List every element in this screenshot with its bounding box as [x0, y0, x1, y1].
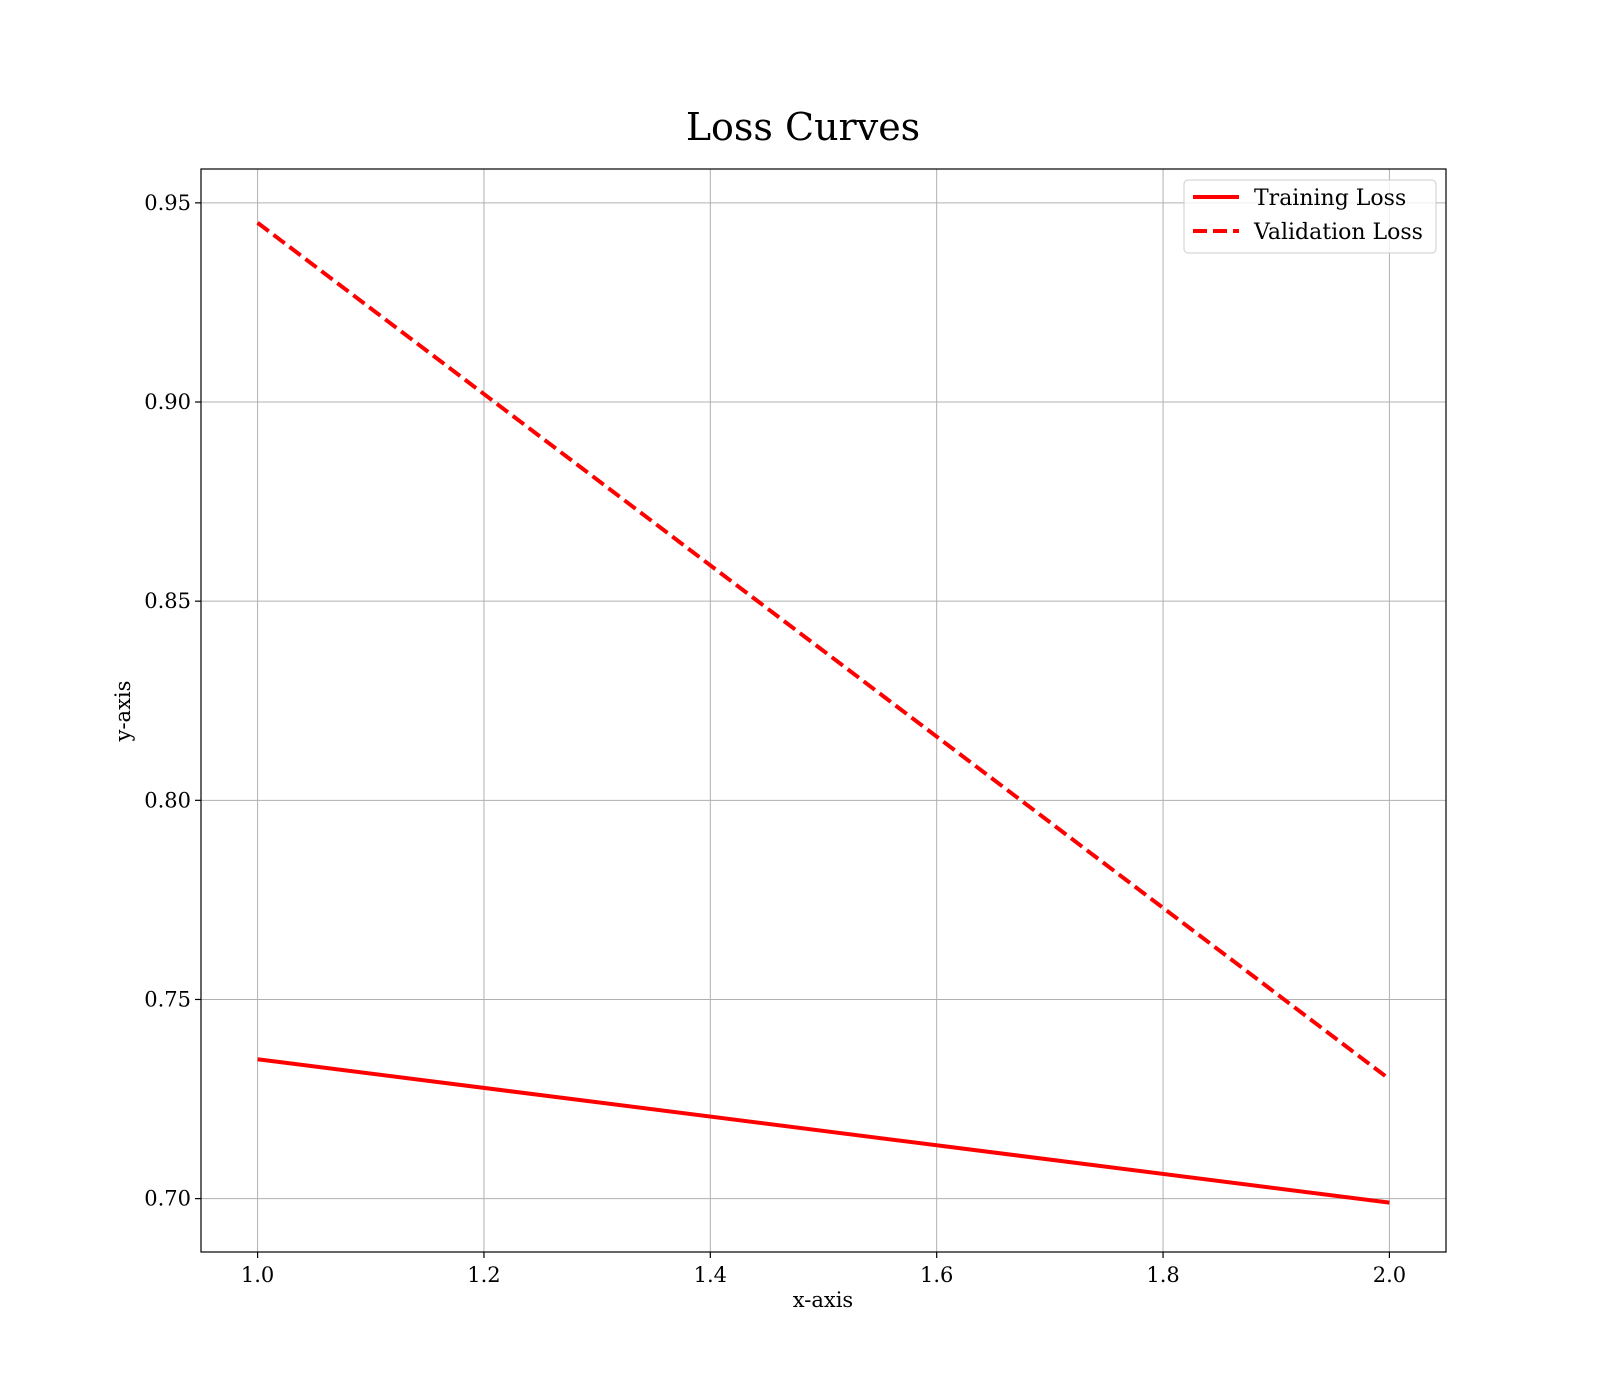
- series-line-training-loss: [257, 1057, 1390, 1205]
- y-tick-label: 0.80: [144, 788, 191, 812]
- legend-box: [1183, 179, 1437, 254]
- y-tick-label: 0.70: [144, 1187, 191, 1211]
- plot-series: [256, 221, 1391, 1205]
- x-tick-label: 2.0: [1373, 1263, 1406, 1287]
- y-axis-label: y-axis: [111, 681, 135, 743]
- plot-frame: [200, 168, 1447, 1253]
- y-tick-label: 0.85: [144, 589, 191, 613]
- x-axis-label: x-axis: [793, 1288, 853, 1312]
- legend-label-validation-loss: Validation Loss: [1253, 220, 1423, 245]
- series-line-validation-loss: [256, 221, 1391, 1081]
- x-tick-label: 1.0: [241, 1263, 274, 1287]
- y-tick-label: 0.95: [144, 191, 191, 215]
- legend-label-training-loss: Training Loss: [1254, 186, 1406, 211]
- legend: Training Loss Validation Loss: [1183, 179, 1437, 254]
- axis-ticks: 1.0 1.2 1.4 1.6 1.8 2.0 0.70 0.75 0.80 0.85 0.90 0.…: [144, 191, 1406, 1287]
- y-tick-label: 0.75: [144, 987, 191, 1011]
- x-tick-label: 1.2: [467, 1263, 500, 1287]
- grid: [201, 169, 1446, 1252]
- chart-title: Loss Curves: [686, 105, 920, 149]
- x-tick-label: 1.8: [1146, 1263, 1179, 1287]
- x-tick-label: 1.6: [920, 1263, 953, 1287]
- x-tick-label: 1.4: [694, 1263, 727, 1287]
- y-tick-label: 0.90: [144, 390, 191, 414]
